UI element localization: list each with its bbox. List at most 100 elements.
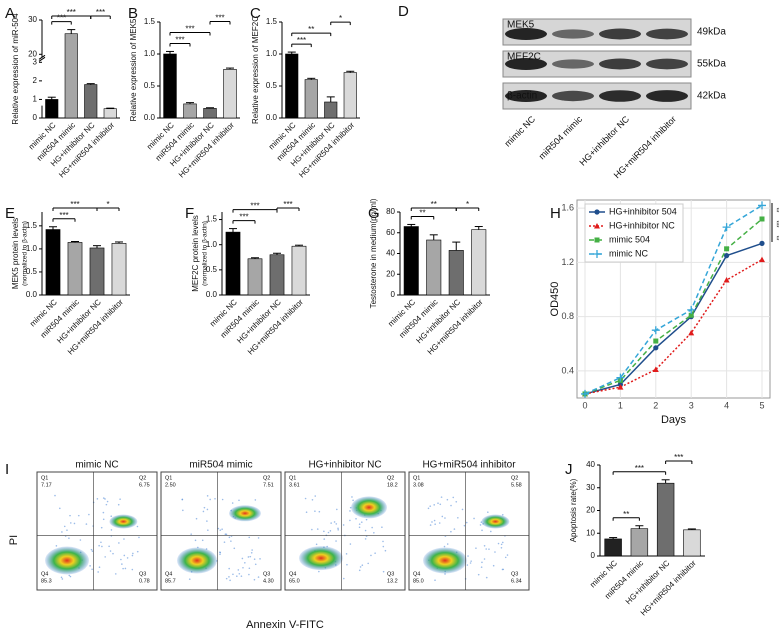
- flow-dot: [337, 528, 339, 531]
- bar: [291, 245, 307, 296]
- axis-break: [38, 56, 46, 62]
- quadrant-value: 65.0: [289, 578, 300, 584]
- bar: [111, 243, 127, 296]
- flow-dot: [501, 513, 504, 516]
- y-tick-label: 0: [591, 551, 596, 560]
- flow-dot: [102, 511, 105, 514]
- flow-dot: [438, 522, 441, 524]
- flow-dot: [232, 573, 234, 576]
- significance-label: ***: [57, 14, 66, 23]
- flow-dot: [444, 517, 446, 519]
- flow-dot: [381, 526, 383, 529]
- flow-dot: [481, 529, 483, 532]
- flow-dot: [485, 548, 487, 550]
- flow-dot: [201, 539, 204, 542]
- y-tick-label: 2: [33, 76, 38, 85]
- flow-dot: [433, 519, 436, 522]
- significance-label: ***: [175, 36, 184, 45]
- panel-letter: G: [368, 205, 380, 222]
- blot-band: [646, 90, 688, 102]
- y-tick-label: 1.6: [561, 203, 574, 213]
- flow-dot: [441, 515, 444, 518]
- series-line: [584, 259, 763, 395]
- flow-dot: [117, 503, 120, 506]
- flow-dot: [373, 531, 375, 534]
- flow-dot: [318, 510, 321, 513]
- flow-dot: [254, 499, 257, 501]
- x-tick-label: 5: [759, 400, 764, 410]
- flow-dot: [257, 576, 260, 578]
- flow-dot: [102, 497, 105, 499]
- blot-band: [505, 58, 547, 70]
- flow-dot: [228, 536, 231, 539]
- point: [722, 223, 731, 232]
- flow-dot: [361, 564, 364, 567]
- flow-dot: [352, 499, 354, 502]
- quadrant-name: Q3: [263, 571, 270, 577]
- flow-dot: [73, 522, 76, 525]
- flow-dot: [364, 529, 367, 532]
- flow-dot: [483, 544, 486, 547]
- flow-dot: [304, 497, 307, 500]
- flow-dot: [63, 525, 66, 528]
- flow-dot: [225, 533, 228, 536]
- quadrant-value: 2.50: [165, 482, 176, 488]
- flow-dot: [54, 494, 56, 497]
- flow-dot: [241, 557, 244, 560]
- bar: [225, 231, 241, 296]
- flow-dot: [446, 498, 449, 501]
- significance-label: ***: [239, 213, 248, 222]
- flow-dot: [466, 564, 469, 566]
- flow-dot: [105, 503, 108, 506]
- flow-dot: [209, 498, 211, 501]
- panel-letter: F: [185, 205, 194, 222]
- panel-letter: D: [398, 3, 409, 20]
- quadrant-value: 3.08: [413, 482, 424, 488]
- flow-dot: [467, 555, 469, 557]
- panel-letter: C: [250, 5, 261, 22]
- flow-dot: [446, 543, 449, 545]
- point: [687, 305, 696, 314]
- flow-frame: [284, 471, 406, 591]
- significance-label: **: [772, 208, 778, 213]
- lane-label: mimic NC: [502, 114, 537, 149]
- point: [724, 246, 730, 252]
- flow-dot: [79, 539, 82, 541]
- significance-label: **: [419, 209, 425, 218]
- significance-label: ***: [297, 36, 306, 45]
- y-tick-label: 0.0: [144, 113, 156, 122]
- lane-label: HG+inhibitor NC: [578, 114, 632, 168]
- flow-dot: [109, 550, 112, 552]
- flow-dot: [206, 495, 209, 497]
- y-tick-label: 40: [386, 249, 395, 258]
- flow-dot: [217, 527, 220, 530]
- quadrant-value: 6.34: [511, 578, 522, 584]
- flow-dot: [98, 544, 100, 547]
- bar: [84, 84, 98, 119]
- y-tick-label: 30: [586, 483, 595, 492]
- significance-label: **: [431, 200, 437, 209]
- flow-dot: [497, 542, 500, 545]
- flow-density: [45, 546, 89, 575]
- bar: [403, 226, 419, 296]
- flow-title: mimic NC: [75, 460, 118, 471]
- flow-dot: [203, 506, 206, 509]
- flow-dot: [434, 523, 436, 525]
- flow-dot: [358, 523, 361, 525]
- quadrant-value: 7.17: [41, 482, 52, 488]
- flow-dot: [247, 556, 250, 558]
- y-tick-label: 1: [33, 95, 38, 104]
- flow-density: [481, 514, 510, 529]
- flow-dot: [207, 529, 209, 531]
- y-tick-label: 1.5: [144, 17, 156, 26]
- y-tick-label: 0.0: [266, 113, 278, 122]
- flow-dot: [440, 496, 443, 498]
- flow-dot: [481, 561, 483, 564]
- flow-frame: [160, 471, 282, 591]
- flow-dot: [229, 579, 231, 582]
- bar: [163, 53, 177, 119]
- flow-dot: [500, 543, 503, 546]
- flow-density: [177, 547, 217, 574]
- quadrant-name: Q4: [41, 571, 48, 577]
- x-tick-label: 1: [618, 400, 623, 410]
